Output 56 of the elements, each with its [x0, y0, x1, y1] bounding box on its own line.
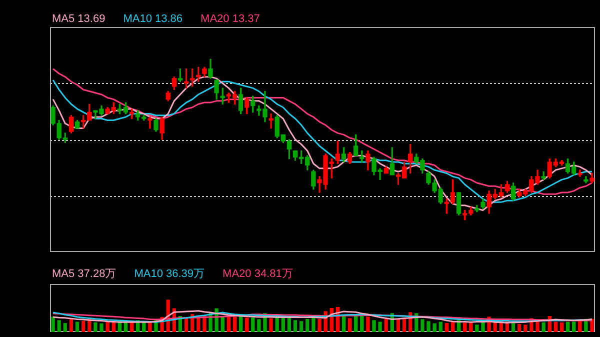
bar — [578, 321, 582, 332]
text: MA10 13.86 — [123, 13, 183, 25]
bar — [63, 323, 67, 332]
bar — [348, 318, 352, 332]
bar — [360, 315, 364, 332]
bar — [75, 322, 80, 332]
bar — [536, 322, 540, 332]
bar — [342, 316, 346, 332]
bar — [257, 319, 261, 332]
bar — [94, 322, 98, 332]
bar — [432, 323, 436, 332]
bar — [244, 318, 249, 332]
bar — [566, 322, 570, 332]
bar — [402, 318, 406, 332]
bar — [469, 322, 473, 332]
bar — [475, 324, 479, 332]
bar — [517, 324, 522, 332]
bar — [69, 318, 74, 332]
bar — [554, 322, 558, 332]
bar — [462, 322, 467, 332]
text: MA10 36.39万 — [134, 267, 205, 281]
bar — [444, 323, 448, 332]
bar — [318, 318, 322, 332]
bar — [293, 320, 298, 332]
bar — [542, 322, 546, 332]
bar — [226, 316, 230, 332]
bar — [299, 321, 304, 332]
bar — [269, 318, 273, 332]
bar — [51, 316, 55, 332]
bar — [238, 316, 243, 332]
bar — [220, 316, 224, 332]
bar — [438, 322, 442, 332]
bar — [590, 318, 594, 332]
bar — [481, 322, 485, 332]
bar — [372, 320, 376, 332]
bar — [232, 316, 237, 332]
bar — [420, 319, 424, 332]
bar — [426, 321, 430, 332]
bar — [251, 318, 255, 332]
bar — [560, 322, 564, 332]
text: MA20 13.37 — [200, 13, 260, 25]
bar — [106, 322, 110, 332]
bar — [572, 322, 576, 332]
bar — [524, 324, 528, 332]
bar — [511, 323, 516, 332]
bar — [100, 323, 104, 332]
bar — [366, 316, 370, 332]
bar — [384, 318, 388, 332]
text: MA5 13.69 — [52, 13, 106, 25]
text: MA5 37.28万 — [52, 267, 116, 281]
bar — [378, 322, 382, 332]
bar — [57, 320, 61, 332]
text: MA20 34.81万 — [222, 267, 293, 281]
bar — [306, 318, 310, 332]
bar — [81, 320, 86, 332]
bar — [396, 319, 400, 332]
